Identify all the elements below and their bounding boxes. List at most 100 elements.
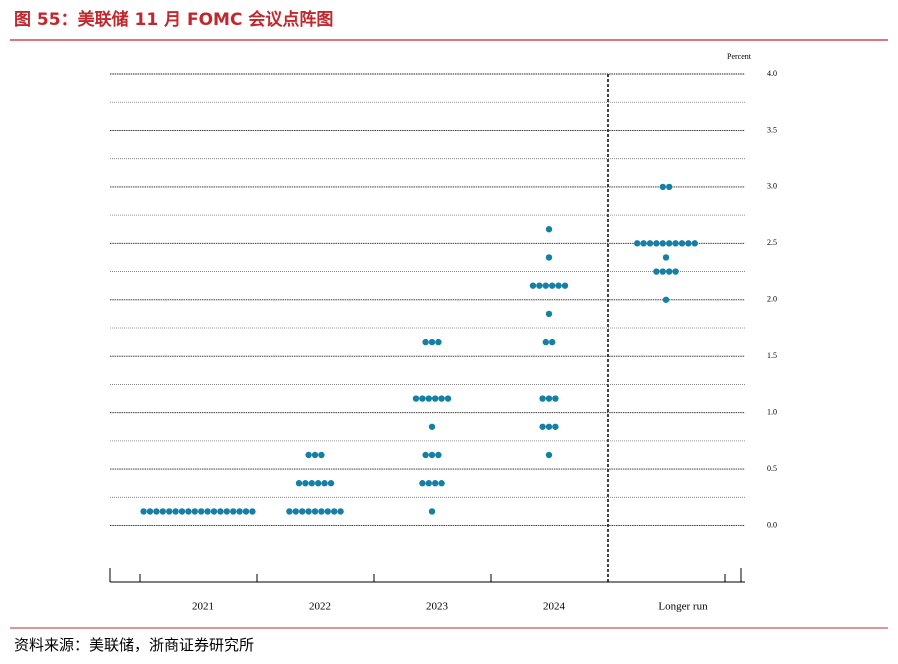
dot: [308, 480, 315, 487]
dot: [412, 395, 420, 402]
dot: [166, 508, 173, 515]
dot: [549, 282, 556, 289]
dot: [561, 282, 569, 289]
x-tick-label: 2023: [426, 601, 449, 613]
dot: [438, 480, 445, 487]
dot: [672, 268, 679, 275]
dot: [217, 508, 224, 515]
dot: [204, 508, 211, 515]
source-note: 资料来源：美联储，浙商证券研究所: [14, 636, 254, 654]
dot: [292, 508, 299, 515]
dot: [444, 395, 452, 402]
dot: [428, 508, 436, 515]
y-axis-label: Percent: [727, 52, 752, 61]
dot: [185, 508, 192, 515]
dot: [140, 508, 147, 515]
dot: [305, 508, 312, 515]
dot: [653, 268, 660, 275]
dot: [311, 508, 319, 515]
dot: [432, 480, 439, 487]
y-tick-label: 4.0: [767, 69, 777, 78]
dot: [198, 508, 205, 515]
dot: [555, 282, 562, 289]
dot: [666, 183, 673, 191]
dot: [315, 480, 322, 487]
dot: [542, 282, 549, 289]
dot: [324, 508, 331, 515]
dot: [653, 240, 660, 247]
dot: [242, 508, 250, 515]
dot: [539, 395, 546, 402]
dot: [295, 480, 303, 487]
dot: [428, 451, 436, 459]
dot: [236, 508, 243, 515]
dot: [662, 296, 670, 303]
dot: [305, 451, 312, 459]
dot: [536, 282, 543, 289]
dot: [545, 423, 553, 430]
x-tick-label: 2022: [309, 601, 331, 613]
dot: [672, 240, 679, 247]
dot: [302, 480, 309, 487]
dot: [422, 451, 429, 459]
dot: [311, 451, 319, 459]
dot: [666, 268, 673, 275]
dot: [425, 480, 432, 487]
y-tick-label: 0.5: [767, 464, 777, 473]
dot: [331, 508, 338, 515]
dot: [419, 395, 426, 402]
dot: [153, 508, 160, 515]
dot: [327, 480, 335, 487]
dot: [542, 338, 549, 346]
y-tick-label: 2.0: [767, 295, 777, 304]
dot: [159, 508, 166, 515]
dot: [659, 268, 666, 275]
dot: [428, 338, 436, 346]
dot: [545, 395, 553, 402]
dot: [435, 451, 442, 459]
x-tick-label: 2021: [192, 601, 214, 613]
dot: [210, 508, 218, 515]
dot: [337, 508, 344, 515]
y-tick-label: 0.0: [767, 520, 777, 529]
dot: [428, 423, 436, 430]
dot: [552, 423, 559, 430]
y-tick-label: 3.0: [767, 182, 777, 191]
dot: [419, 480, 426, 487]
dot: [230, 508, 237, 515]
dot: [666, 240, 673, 247]
dot: [545, 451, 553, 459]
dot: [172, 508, 179, 515]
dot: [545, 226, 553, 233]
y-tick-label: 1.5: [767, 351, 777, 360]
dot: [552, 395, 559, 402]
x-tick-label: 2024: [543, 601, 566, 613]
dot: [691, 240, 698, 247]
figure-title: 图 55：美联储 11 月 FOMC 会议点阵图: [14, 9, 333, 30]
x-tick-label: Longer run: [658, 601, 708, 613]
dot: [223, 508, 230, 515]
dot: [634, 240, 641, 247]
dot: [318, 508, 325, 515]
x-axis-ticks: [109, 568, 742, 582]
dot: [432, 395, 439, 402]
dot: [146, 508, 154, 515]
dot: [191, 508, 198, 515]
dot: [249, 508, 256, 515]
dot: [549, 338, 556, 346]
dot: [178, 508, 186, 515]
dot: [545, 254, 553, 261]
dot: [545, 310, 553, 318]
dot: [422, 338, 429, 346]
dot: [529, 282, 537, 289]
dot: [435, 338, 442, 346]
dot: [685, 240, 692, 247]
dot: [659, 240, 666, 247]
dot: [678, 240, 686, 247]
dot: [662, 254, 670, 261]
y-tick-label: 1.0: [767, 407, 777, 416]
dot: [659, 183, 666, 191]
dot: [438, 395, 445, 402]
